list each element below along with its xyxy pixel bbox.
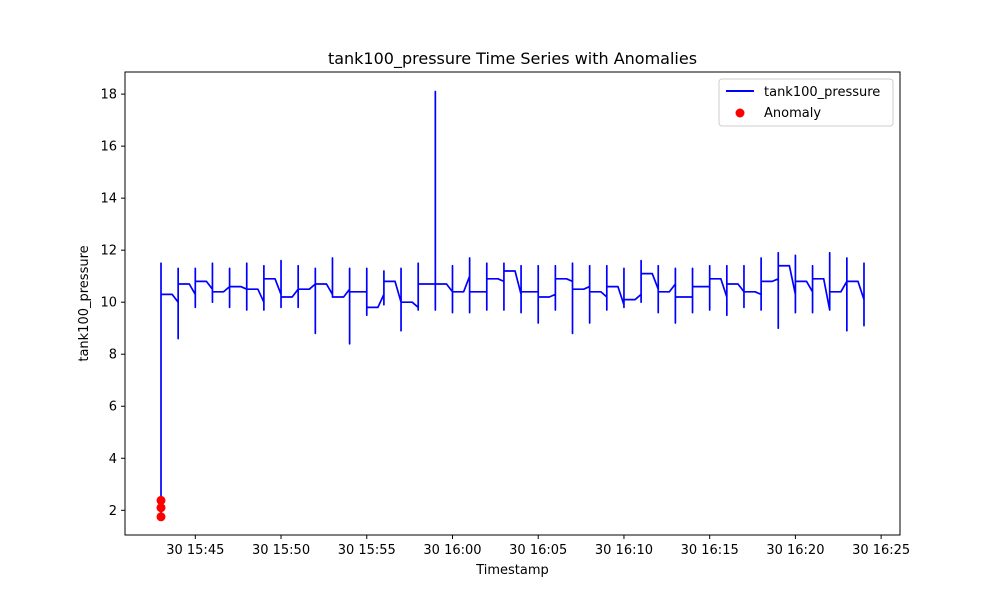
y-axis-label: tank100_pressure <box>77 245 92 361</box>
x-tick-label: 30 16:10 <box>595 543 653 558</box>
x-tick-label: 30 16:15 <box>681 543 739 558</box>
y-tick-label: 18 <box>100 88 117 103</box>
y-axis: 2 4 6 8 10 12 14 16 18 <box>100 88 125 519</box>
anomaly-point <box>156 503 166 513</box>
y-tick-label: 12 <box>100 244 117 259</box>
x-tick-label: 30 16:20 <box>766 543 824 558</box>
x-tick-label: 30 16:25 <box>852 543 910 558</box>
y-tick-label: 16 <box>100 140 117 155</box>
series-layer <box>160 90 865 517</box>
anomaly-layer <box>156 495 166 522</box>
x-tick-label: 30 16:05 <box>509 543 567 558</box>
y-tick-label: 6 <box>109 400 117 415</box>
plot-frame <box>124 71 901 536</box>
y-tick-label: 14 <box>100 192 117 207</box>
legend-anomaly-swatch <box>735 108 745 118</box>
legend: tank100_pressure Anomaly <box>718 78 894 127</box>
legend-entry-anomaly: Anomaly <box>764 106 821 121</box>
y-tick-label: 8 <box>109 348 117 363</box>
anomaly-point <box>156 495 166 505</box>
y-tick-label: 2 <box>109 504 117 519</box>
legend-box <box>718 78 894 127</box>
legend-entry-tank100-pressure: tank100_pressure <box>764 85 880 100</box>
x-tick-label: 30 15:45 <box>166 543 224 558</box>
y-tick-label: 10 <box>100 296 117 311</box>
series-line-tank100-pressure <box>160 90 865 517</box>
x-tick-label: 30 15:50 <box>252 543 310 558</box>
x-tick-label: 30 16:00 <box>423 543 481 558</box>
anomaly-point <box>156 512 166 522</box>
chart-title: tank100_pressure Time Series with Anomal… <box>328 49 697 69</box>
x-axis: 30 15:45 30 15:50 30 15:55 30 16:00 30 16:05… <box>166 535 910 558</box>
x-tick-label: 30 15:55 <box>338 543 396 558</box>
y-tick-label: 4 <box>109 452 117 467</box>
x-axis-label: Timestamp <box>475 563 549 578</box>
